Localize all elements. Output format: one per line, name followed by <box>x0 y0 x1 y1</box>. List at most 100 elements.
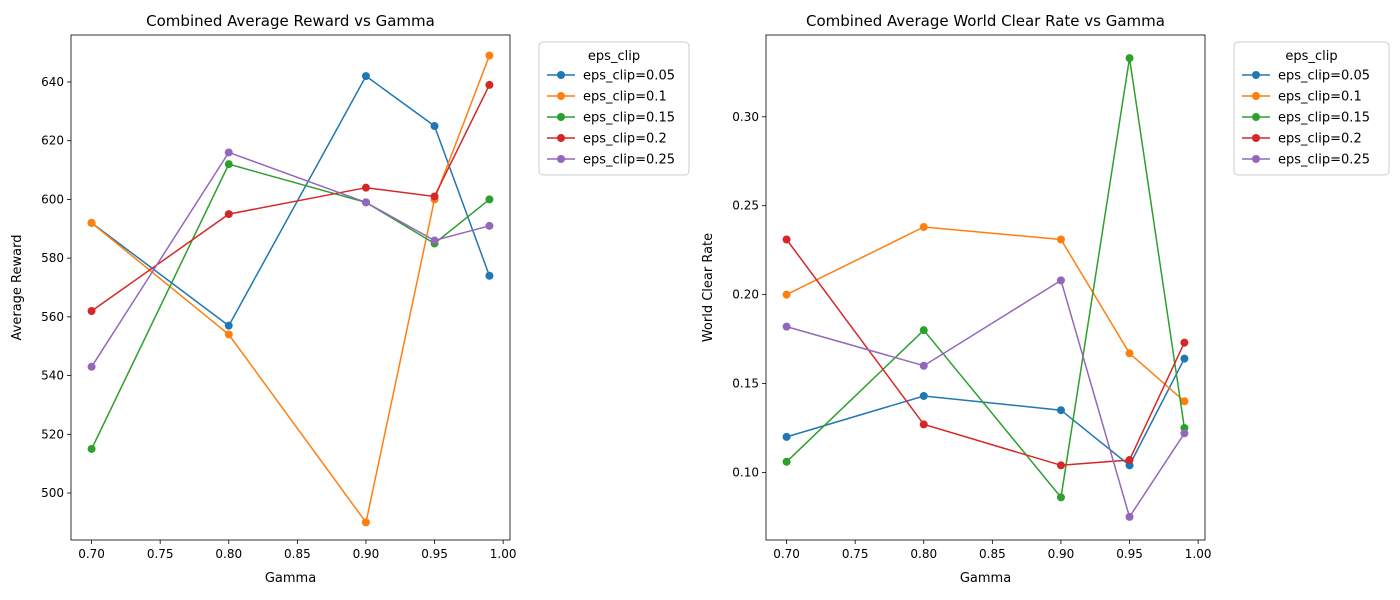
data-point <box>1180 429 1189 438</box>
y-tick-label: 540 <box>41 369 64 383</box>
data-point <box>1056 493 1065 502</box>
data-point <box>782 235 791 244</box>
data-point <box>224 148 233 157</box>
data-point <box>782 322 791 331</box>
legend-marker <box>1252 155 1260 163</box>
x-tick-label: 0.85 <box>979 547 1006 561</box>
legend-box <box>538 41 690 176</box>
legend-label: eps_clip=0.1 <box>583 90 667 105</box>
legend-title: eps_clip <box>588 49 640 64</box>
legend-marker <box>557 134 565 142</box>
reward-chart: Combined Average Reward vs Gamma 0.70 0.75… <box>10 12 690 586</box>
legend-marker <box>557 155 565 163</box>
data-point <box>919 361 928 370</box>
data-point <box>485 221 494 230</box>
data-point <box>485 271 494 280</box>
data-point <box>361 518 370 527</box>
legend-label: eps_clip=0.05 <box>583 69 675 84</box>
y-tick-label: 560 <box>41 310 64 324</box>
data-point <box>782 457 791 466</box>
x-tick-label: 0.95 <box>1116 547 1143 561</box>
data-point <box>919 420 928 429</box>
legend-label: eps_clip=0.25 <box>583 153 675 168</box>
legend-marker <box>557 71 565 79</box>
data-point <box>782 290 791 299</box>
legend-marker <box>1252 92 1260 100</box>
legend-box <box>1233 41 1390 176</box>
y-tick-label: 600 <box>41 192 64 206</box>
data-point <box>224 160 233 169</box>
data-point <box>87 444 96 453</box>
x-tick-label: 0.75 <box>842 547 869 561</box>
y-tick-label: 640 <box>41 75 64 89</box>
data-point <box>919 223 928 232</box>
x-tick-label: 1.00 <box>490 547 517 561</box>
data-point <box>1056 406 1065 415</box>
legend-marker <box>1252 113 1260 121</box>
clear-rate-chart: Combined Average World Clear Rate vs Gam… <box>701 12 1390 586</box>
data-point <box>1125 455 1134 464</box>
y-tick-label: 580 <box>41 251 64 265</box>
data-point <box>1125 512 1134 521</box>
y-tick-label: 0.20 <box>732 288 759 302</box>
data-point <box>919 326 928 335</box>
x-axis-label: Gamma <box>960 571 1011 586</box>
legend-label: eps_clip=0.2 <box>1278 132 1362 147</box>
data-point <box>361 183 370 192</box>
data-point <box>430 192 439 201</box>
data-point <box>1180 354 1189 363</box>
data-point <box>87 218 96 227</box>
data-point <box>430 122 439 131</box>
chart-title: Combined Average Reward vs Gamma <box>146 12 435 30</box>
data-point <box>430 236 439 245</box>
legend-label: eps_clip=0.2 <box>583 132 667 147</box>
legend-label: eps_clip=0.1 <box>1278 90 1362 105</box>
data-point <box>919 391 928 400</box>
x-tick-label: 0.80 <box>910 547 937 561</box>
data-point <box>782 432 791 441</box>
data-point <box>485 195 494 204</box>
y-tick-label: 0.25 <box>732 199 759 213</box>
data-point <box>87 306 96 315</box>
chart-title: Combined Average World Clear Rate vs Gam… <box>806 12 1165 30</box>
y-tick-label: 500 <box>41 486 64 500</box>
data-point <box>485 80 494 89</box>
data-point <box>1180 338 1189 347</box>
data-point <box>224 321 233 330</box>
x-tick-label: 0.80 <box>215 547 242 561</box>
y-tick-label: 0.30 <box>732 110 759 124</box>
y-axis-label: World Clear Rate <box>701 233 716 342</box>
x-tick-label: 0.70 <box>773 547 800 561</box>
plot-frame <box>70 34 511 541</box>
y-tick-label: 0.15 <box>732 377 759 391</box>
plot-frame <box>765 34 1206 541</box>
data-point <box>361 198 370 207</box>
legend-marker <box>557 113 565 121</box>
data-point <box>361 72 370 81</box>
data-point <box>87 362 96 371</box>
legend-label: eps_clip=0.05 <box>1278 69 1370 84</box>
y-tick-label: 0.10 <box>732 465 759 479</box>
y-tick-label: 620 <box>41 134 64 148</box>
data-point <box>1125 54 1134 63</box>
x-tick-label: 0.70 <box>78 547 105 561</box>
legend-marker <box>1252 71 1260 79</box>
x-tick-label: 0.75 <box>147 547 174 561</box>
data-point <box>1180 397 1189 406</box>
y-tick-label: 520 <box>41 427 64 441</box>
legend-label: eps_clip=0.25 <box>1278 153 1370 168</box>
x-tick-label: 0.90 <box>353 547 380 561</box>
y-axis-label: Average Reward <box>10 235 25 341</box>
data-point <box>485 51 494 60</box>
legend-marker <box>1252 134 1260 142</box>
legend-label: eps_clip=0.15 <box>583 111 675 126</box>
data-point <box>224 330 233 339</box>
x-axis-label: Gamma <box>265 571 316 586</box>
legend-title: eps_clip <box>1285 49 1337 64</box>
x-tick-label: 0.95 <box>421 547 448 561</box>
data-point <box>224 210 233 219</box>
legend-label: eps_clip=0.15 <box>1278 111 1370 126</box>
data-point <box>1056 235 1065 244</box>
